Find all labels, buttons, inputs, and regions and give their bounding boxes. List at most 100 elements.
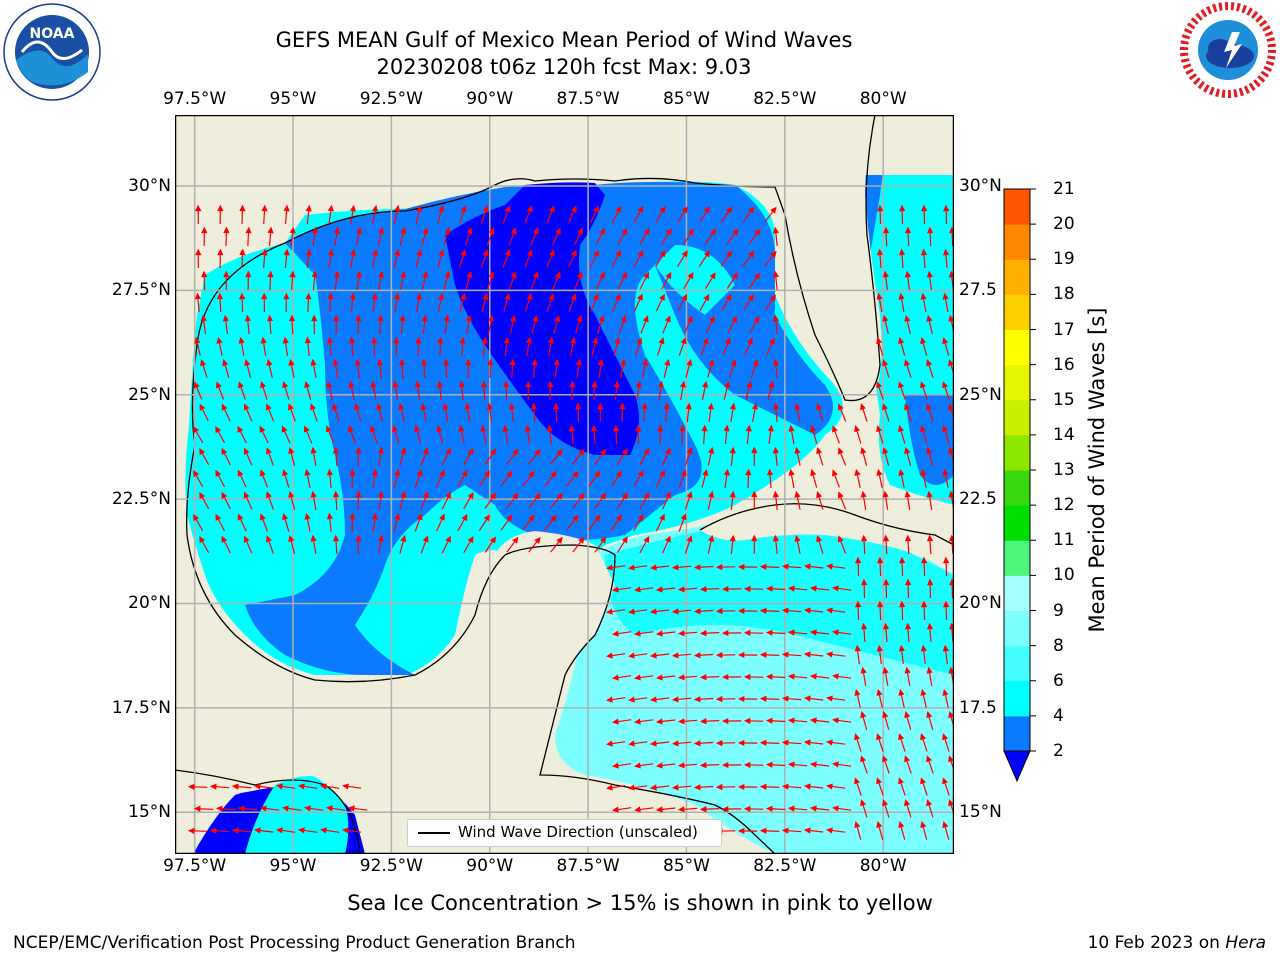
- arrow-head: [349, 512, 356, 520]
- arrow-head: [310, 446, 317, 454]
- arrow-head: [199, 536, 206, 544]
- arrow-head: [861, 578, 868, 586]
- arrow-head: [327, 248, 334, 256]
- arrow-head: [671, 784, 679, 791]
- wind-wave-arrow: [550, 448, 563, 465]
- wind-wave-arrow: [348, 380, 355, 400]
- arrow-head: [267, 226, 274, 234]
- arrow-head: [393, 336, 400, 344]
- wind-wave-arrow: [832, 761, 852, 768]
- arrow-head: [904, 226, 912, 234]
- wind-wave-arrow: [237, 805, 258, 812]
- arrow-head: [415, 336, 422, 344]
- arrow-head: [305, 248, 312, 256]
- arrow-head: [512, 536, 519, 544]
- arrow-head: [628, 652, 635, 659]
- arrow-head: [615, 205, 622, 213]
- arrow-head: [854, 777, 861, 785]
- wind-wave-arrow: [310, 446, 317, 466]
- wind-wave-arrow: [743, 805, 764, 813]
- wind-wave-arrow: [942, 468, 949, 488]
- wind-wave-arrow: [572, 492, 585, 509]
- wind-wave-arrow: [463, 491, 474, 510]
- wind-wave-arrow: [415, 248, 423, 268]
- wind-wave-arrow: [772, 270, 780, 290]
- wind-wave-arrow: [898, 556, 906, 577]
- wind-wave-arrow: [677, 630, 698, 637]
- arrow-head: [348, 805, 355, 812]
- wind-wave-arrow: [684, 491, 693, 510]
- wind-wave-arrow: [634, 586, 654, 593]
- arrow-head: [215, 805, 223, 812]
- arrow-head: [547, 336, 555, 344]
- wind-wave-arrow: [531, 314, 539, 334]
- wind-wave-arrow: [566, 514, 579, 531]
- wind-wave-arrow: [310, 403, 318, 422]
- wind-wave-arrow: [641, 402, 648, 423]
- arrow-head: [593, 249, 599, 257]
- arrow-head: [809, 717, 817, 724]
- tick-label: 92.5°W: [359, 856, 423, 876]
- colorbar-tick-label: 9: [1053, 600, 1064, 621]
- arrow-head: [904, 755, 911, 763]
- arrow-head: [260, 381, 266, 389]
- arrow-head: [421, 314, 428, 322]
- arrow-head: [445, 535, 451, 543]
- wind-wave-arrow: [803, 695, 824, 702]
- wind-wave-arrow: [816, 403, 824, 422]
- wind-wave-arrow: [809, 585, 830, 592]
- arrow-head: [860, 622, 868, 630]
- arrow-head: [288, 446, 295, 455]
- arrow-head: [729, 446, 736, 454]
- wind-wave-arrow: [942, 820, 950, 840]
- arrow-head: [759, 651, 767, 658]
- arrow-head: [854, 733, 861, 741]
- arrow-head: [467, 535, 474, 544]
- arrow-head: [461, 469, 468, 478]
- arrow-head: [826, 783, 833, 790]
- wind-wave-arrow: [942, 336, 950, 356]
- arrow-head: [614, 293, 621, 301]
- arrow-head: [926, 446, 933, 455]
- wind-wave-arrow: [837, 491, 847, 510]
- arrow-head: [355, 314, 362, 322]
- arrow-head: [243, 535, 250, 543]
- arrow-head: [769, 337, 775, 345]
- wind-wave-arrow: [377, 226, 385, 246]
- arrow-head: [754, 228, 761, 236]
- wind-wave-arrow: [311, 314, 318, 335]
- wind-wave-arrow: [221, 491, 231, 510]
- wind-wave-arrow: [606, 564, 626, 571]
- arrow-head: [465, 314, 472, 322]
- wind-wave-arrow: [882, 710, 890, 730]
- arrow-head: [575, 402, 582, 410]
- wind-wave-arrow: [766, 468, 774, 489]
- colorbar-tick-label: 15: [1053, 389, 1075, 410]
- wind-wave-arrow: [854, 688, 861, 708]
- arrow-head: [259, 805, 267, 812]
- wind-wave-arrow: [326, 380, 333, 400]
- arrow-head: [253, 827, 261, 834]
- arrow-head: [480, 424, 487, 432]
- wind-wave-arrow: [737, 563, 758, 571]
- arrow-head: [221, 491, 228, 499]
- wind-wave-arrow: [597, 358, 604, 378]
- wind-wave-arrow: [781, 563, 802, 570]
- arrow-head: [926, 755, 933, 763]
- arrow-head: [578, 492, 585, 500]
- arrow-head: [832, 629, 839, 636]
- wind-wave-arrow: [574, 271, 583, 290]
- arrow-head: [876, 292, 883, 300]
- wind-wave-arrow: [370, 380, 377, 400]
- wind-wave-direction-arrows: [187, 204, 954, 840]
- wind-wave-arrow: [926, 534, 934, 555]
- arrow-head: [746, 380, 753, 389]
- arrow-head: [803, 695, 811, 702]
- wind-wave-arrow: [484, 448, 497, 465]
- wind-wave-arrow: [926, 622, 934, 643]
- arrow-head: [508, 402, 516, 410]
- wind-wave-arrow: [854, 644, 861, 664]
- chart-title: GEFS MEAN Gulf of Mexico Mean Period of …: [275, 28, 853, 52]
- wind-wave-arrow: [376, 358, 384, 379]
- arrow-head: [327, 292, 334, 300]
